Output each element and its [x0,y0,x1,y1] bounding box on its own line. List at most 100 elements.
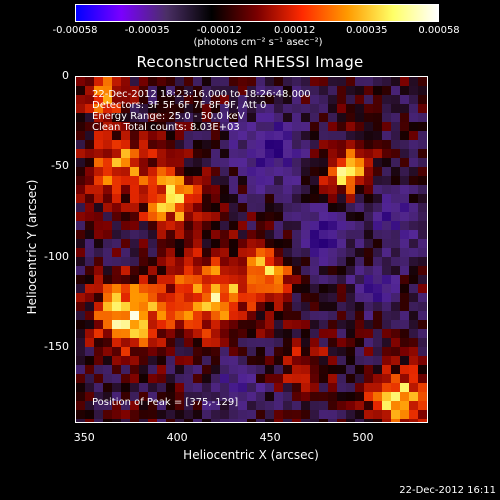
heatmap-pixel [229,356,239,366]
heatmap-pixel [193,185,203,195]
heatmap-pixel [193,230,203,240]
heatmap-pixel [229,248,239,258]
heatmap-pixel [112,311,122,321]
heatmap-pixel [202,248,212,258]
heatmap-pixel [274,374,284,384]
heatmap-pixel [229,221,239,231]
heatmap-pixel [355,293,365,303]
heatmap-pixel [292,248,302,258]
heatmap-pixel [247,275,257,285]
heatmap-pixel [85,383,95,393]
heatmap-pixel [256,194,266,204]
heatmap-pixel [292,419,302,422]
heatmap-pixel [157,149,167,159]
heatmap-pixel [373,410,383,420]
heatmap-pixel [229,104,239,114]
heatmap-pixel [418,104,427,114]
heatmap-pixel [364,158,374,168]
heatmap-pixel [220,275,230,285]
heatmap-pixel [229,392,239,402]
heatmap-pixel [400,230,410,240]
heatmap-pixel [301,140,311,150]
heatmap-pixel [400,275,410,285]
heatmap-pixel [148,383,158,393]
heatmap-pixel [391,95,401,105]
heatmap-pixel [193,410,203,420]
heatmap-pixel [103,176,113,186]
heatmap-pixel [157,176,167,186]
heatmap-pixel [112,131,122,141]
heatmap-pixel [256,77,266,87]
heatmap-pixel [391,203,401,213]
heatmap-pixel [193,356,203,366]
heatmap-pixel [112,212,122,222]
heatmap-pixel [301,77,311,87]
heatmap-pixel [364,311,374,321]
heatmap-pixel [256,419,266,422]
heatmap-pixel [193,113,203,123]
heatmap-pixel [265,266,275,276]
heatmap-pixel [301,401,311,411]
heatmap-pixel [76,302,86,312]
heatmap-pixel [202,230,212,240]
heatmap-pixel [193,86,203,96]
y-tick-label: -50 [51,159,69,173]
heatmap-pixel [391,257,401,267]
heatmap-pixel [211,419,221,422]
heatmap-pixel [238,158,248,168]
heatmap-pixel [220,239,230,249]
heatmap-pixel [166,113,176,123]
heatmap-pixel [130,86,140,96]
heatmap-pixel [103,158,113,168]
heatmap-pixel [130,401,140,411]
heatmap-pixel [148,158,158,168]
heatmap-pixel [166,122,176,132]
heatmap-pixel [355,77,365,87]
heatmap-pixel [328,212,338,222]
heatmap-pixel [148,374,158,384]
heatmap-pixel [94,266,104,276]
heatmap-pixel [202,140,212,150]
heatmap-pixel [121,284,131,294]
heatmap-pixel [346,95,356,105]
heatmap-pixel [85,329,95,339]
heatmap-pixel [319,365,329,375]
heatmap-pixel [373,329,383,339]
heatmap-pixel [112,419,122,422]
heatmap-pixel [265,356,275,366]
heatmap-pixel [76,77,86,87]
heatmap-pixel [148,320,158,330]
heatmap-pixel [382,266,392,276]
heatmap-pixel [229,86,239,96]
heatmap-pixel [256,86,266,96]
heatmap-pixel [238,113,248,123]
heatmap-pixel [283,347,293,357]
heatmap-pixel [166,338,176,348]
heatmap-pixel [310,311,320,321]
heatmap-pixel [337,347,347,357]
colorbar [75,4,439,22]
heatmap-pixel [328,86,338,96]
heatmap-pixel [130,410,140,420]
heatmap-pixel [247,239,257,249]
heatmap-pixel [337,419,347,422]
heatmap-pixel [76,86,86,96]
heatmap-pixel [85,302,95,312]
heatmap-pixel [373,419,383,422]
heatmap-pixel [247,392,257,402]
heatmap-pixel [283,149,293,159]
heatmap-pixel [274,185,284,195]
heatmap-pixel [310,239,320,249]
heatmap-pixel [319,419,329,422]
heatmap-pixel [229,158,239,168]
heatmap-pixel [94,140,104,150]
heatmap-pixel [175,77,185,87]
heatmap-pixel [346,419,356,422]
heatmap-pixel [85,419,95,422]
heatmap-pixel [238,86,248,96]
heatmap-pixel [85,374,95,384]
heatmap-pixel [85,257,95,267]
heatmap-pixel [364,347,374,357]
heatmap-pixel [103,230,113,240]
heatmap-pixel [193,212,203,222]
